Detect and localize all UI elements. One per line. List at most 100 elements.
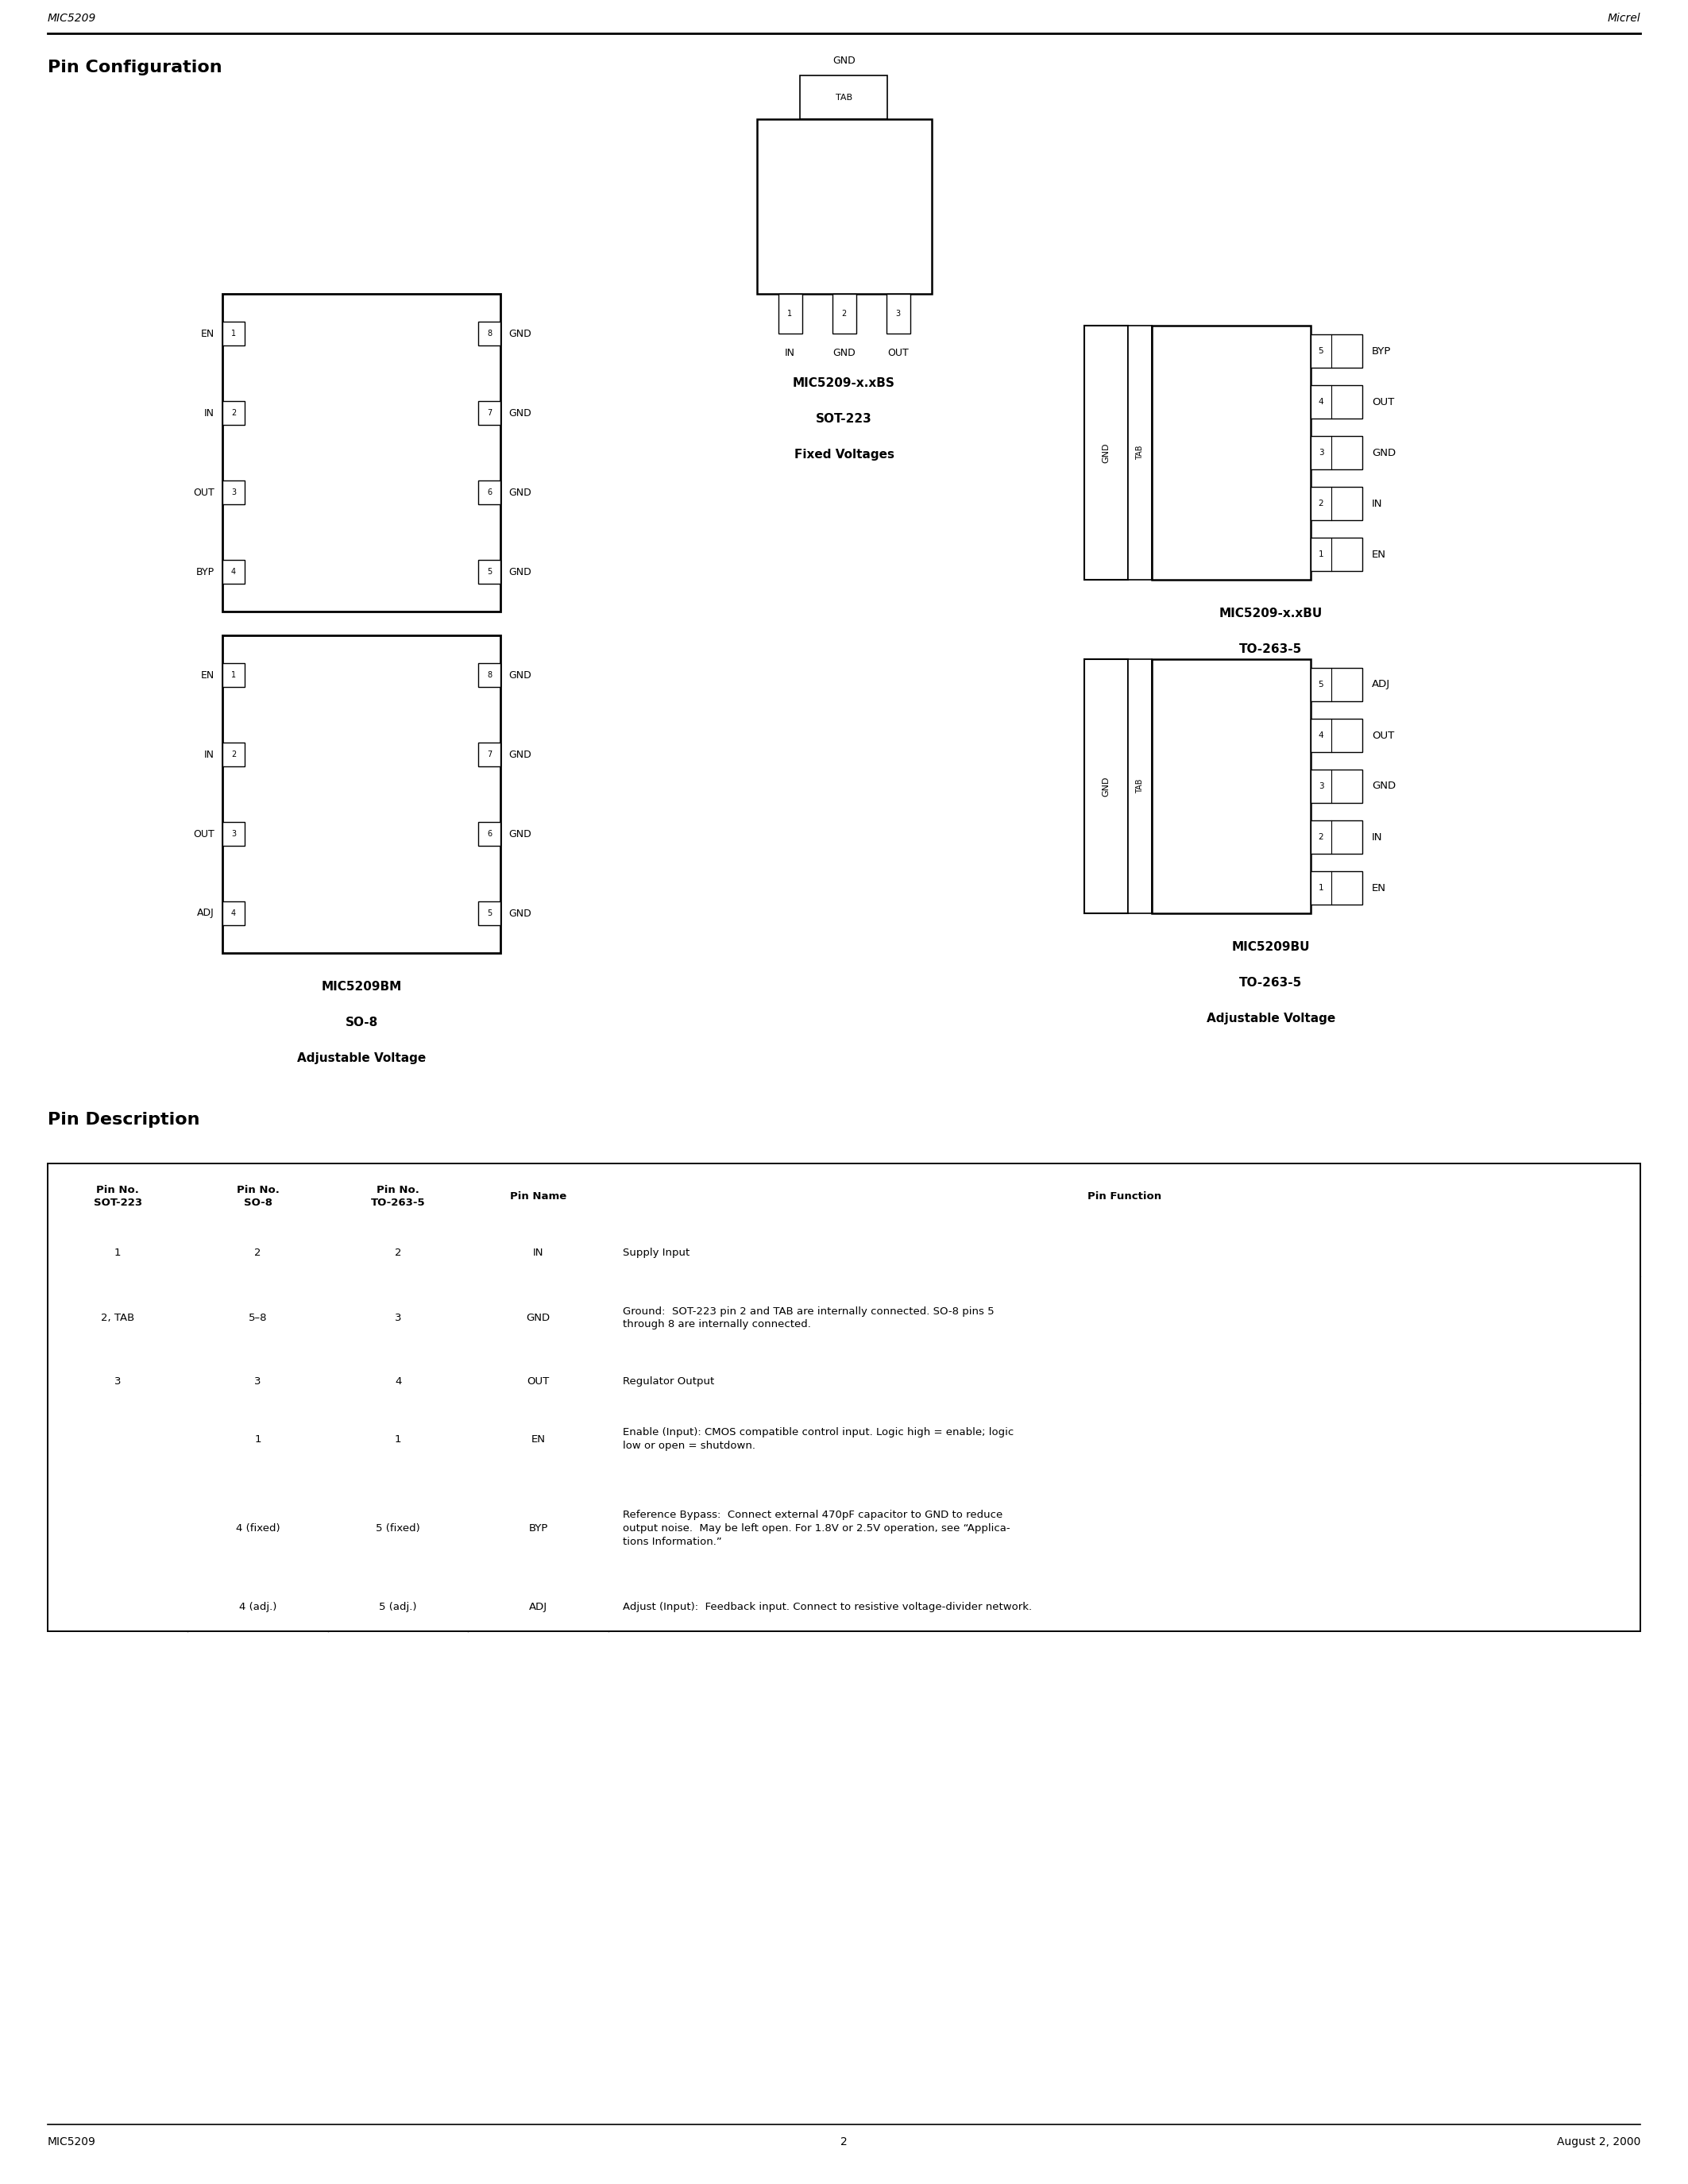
- Text: 2: 2: [841, 2136, 847, 2147]
- Bar: [223, 664, 245, 688]
- Text: MIC5209-x.xBS: MIC5209-x.xBS: [793, 378, 895, 389]
- Text: Adjustable Voltage: Adjustable Voltage: [1207, 1013, 1335, 1024]
- Text: Pin No.
SO-8: Pin No. SO-8: [236, 1184, 279, 1208]
- Text: Adjust (Input):  Feedback input. Connect to resistive voltage-divider network.: Adjust (Input): Feedback input. Connect …: [623, 1601, 1031, 1612]
- Bar: [1128, 325, 1151, 579]
- Text: 4 (adj.): 4 (adj.): [240, 1601, 277, 1612]
- Text: GND: GND: [832, 55, 856, 66]
- Text: EN: EN: [1372, 548, 1386, 559]
- Bar: [223, 821, 245, 845]
- Bar: [1151, 660, 1310, 913]
- Text: 8: 8: [486, 330, 491, 339]
- Text: 2: 2: [231, 751, 236, 758]
- Text: GND: GND: [508, 909, 532, 919]
- Text: 1: 1: [788, 310, 792, 317]
- Text: 4: 4: [395, 1376, 402, 1387]
- Text: GND: GND: [508, 828, 532, 839]
- Text: 5–8: 5–8: [248, 1313, 267, 1324]
- Bar: [47, 1164, 1641, 1631]
- Text: 2: 2: [1318, 500, 1323, 507]
- Text: 4: 4: [231, 909, 236, 917]
- Text: OUT: OUT: [192, 828, 214, 839]
- Bar: [478, 321, 500, 345]
- Text: 5: 5: [1318, 681, 1323, 688]
- Text: 1: 1: [1318, 550, 1323, 559]
- Text: GND: GND: [508, 749, 532, 760]
- Text: 3: 3: [115, 1376, 122, 1387]
- Text: MIC5209: MIC5209: [47, 13, 96, 24]
- Bar: [1310, 821, 1362, 854]
- Text: EN: EN: [532, 1435, 545, 1444]
- Text: Fixed Voltages: Fixed Voltages: [311, 710, 412, 723]
- Text: GND: GND: [527, 1313, 550, 1324]
- Text: GND: GND: [508, 328, 532, 339]
- Text: 3: 3: [395, 1313, 402, 1324]
- Text: 5 (fixed): 5 (fixed): [376, 1522, 420, 1533]
- Bar: [1310, 487, 1362, 520]
- Text: MIC5209-x.xBU: MIC5209-x.xBU: [1219, 607, 1323, 620]
- Bar: [1310, 334, 1362, 367]
- Text: GND: GND: [1372, 448, 1396, 459]
- Text: Fixed Voltages: Fixed Voltages: [1220, 679, 1322, 690]
- Bar: [1310, 668, 1362, 701]
- Text: 4: 4: [231, 568, 236, 577]
- Bar: [478, 902, 500, 926]
- Text: 2: 2: [1318, 832, 1323, 841]
- Text: TAB: TAB: [1136, 446, 1144, 461]
- Bar: [1310, 871, 1362, 904]
- Text: MIC5209: MIC5209: [47, 2136, 96, 2147]
- Text: 4: 4: [1318, 732, 1323, 740]
- Text: Regulator Output: Regulator Output: [623, 1376, 714, 1387]
- Text: 3: 3: [1318, 782, 1323, 791]
- Bar: [1310, 384, 1362, 419]
- Bar: [478, 480, 500, 505]
- Text: OUT: OUT: [1372, 397, 1394, 406]
- Text: Enable (Input): CMOS compatible control input. Logic high = enable; logic
low or: Enable (Input): CMOS compatible control …: [623, 1426, 1013, 1450]
- Bar: [223, 743, 245, 767]
- Text: IN: IN: [1372, 832, 1382, 843]
- Text: 2: 2: [395, 1247, 402, 1258]
- Text: BYP: BYP: [196, 566, 214, 577]
- Bar: [1084, 325, 1128, 579]
- Text: Reference Bypass:  Connect external 470pF capacitor to GND to reduce
output nois: Reference Bypass: Connect external 470pF…: [623, 1509, 1009, 1546]
- Text: SOT-223: SOT-223: [815, 413, 873, 426]
- Text: GND: GND: [1372, 782, 1396, 791]
- Text: Pin Description: Pin Description: [47, 1112, 199, 1127]
- Text: BYP: BYP: [1372, 345, 1391, 356]
- Bar: [800, 76, 888, 120]
- Text: EN: EN: [201, 670, 214, 679]
- Text: IN: IN: [785, 347, 795, 358]
- Bar: [223, 295, 500, 612]
- Text: 5: 5: [1318, 347, 1323, 356]
- Text: 2, TAB: 2, TAB: [101, 1313, 135, 1324]
- Text: OUT: OUT: [1372, 729, 1394, 740]
- Text: OUT: OUT: [888, 347, 908, 358]
- Text: 2: 2: [231, 408, 236, 417]
- Text: 3: 3: [231, 830, 236, 839]
- Bar: [1310, 437, 1362, 470]
- Bar: [1310, 537, 1362, 570]
- Text: SO-8: SO-8: [344, 675, 378, 688]
- Text: GND: GND: [508, 487, 532, 498]
- Text: TAB: TAB: [1136, 780, 1144, 793]
- Text: GND: GND: [832, 347, 856, 358]
- Bar: [778, 295, 802, 334]
- Bar: [1151, 325, 1310, 579]
- Text: 1: 1: [1318, 885, 1323, 891]
- Text: EN: EN: [1372, 882, 1386, 893]
- Text: 7: 7: [486, 751, 491, 758]
- Bar: [478, 743, 500, 767]
- Bar: [1084, 660, 1128, 913]
- Text: MIC5209BU: MIC5209BU: [1232, 941, 1310, 952]
- Text: 5: 5: [486, 568, 491, 577]
- Text: 3: 3: [231, 489, 236, 496]
- Text: IN: IN: [204, 408, 214, 417]
- Text: OUT: OUT: [192, 487, 214, 498]
- Text: GND: GND: [508, 670, 532, 679]
- Text: 2: 2: [842, 310, 846, 317]
- Bar: [1310, 719, 1362, 751]
- Bar: [756, 120, 932, 295]
- Text: Pin No.
TO-263-5: Pin No. TO-263-5: [371, 1184, 425, 1208]
- Text: Fixed Voltages: Fixed Voltages: [793, 448, 895, 461]
- Text: Ground:  SOT-223 pin 2 and TAB are internally connected. SO-8 pins 5
through 8 a: Ground: SOT-223 pin 2 and TAB are intern…: [623, 1306, 994, 1330]
